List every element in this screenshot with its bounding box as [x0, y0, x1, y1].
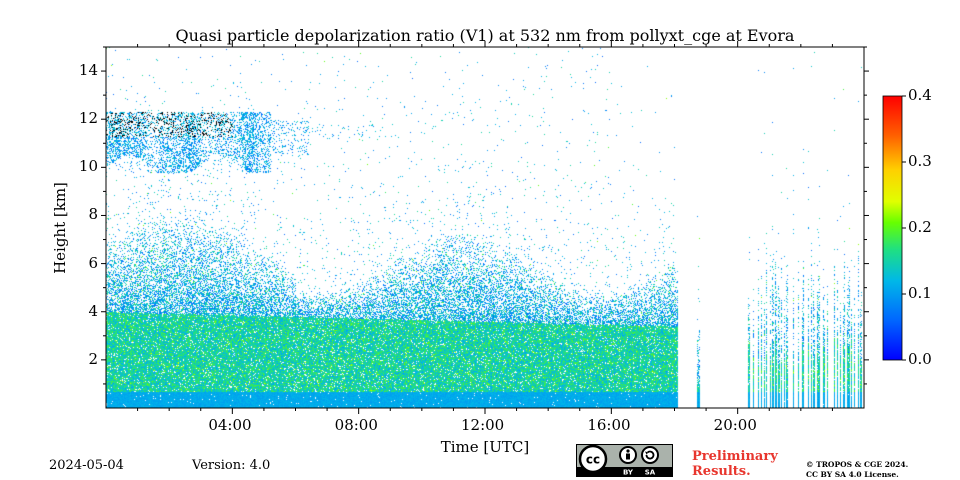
preliminary-line-1: Preliminary — [692, 449, 778, 464]
preliminary-line-2: Results. — [692, 464, 751, 479]
y-tick-label: 12 — [78, 109, 98, 128]
copyright-line-2: CC BY SA 4.0 License. — [806, 470, 899, 479]
heatmap-data-layer — [106, 47, 864, 408]
y-tick-label: 14 — [78, 61, 98, 80]
y-tick-label: 10 — [78, 157, 98, 176]
share-alike-icon — [641, 446, 659, 464]
colorbar-tick-label: 0.2 — [908, 218, 932, 236]
cc-icon — [578, 444, 608, 474]
axis-tick-marks — [101, 41, 906, 414]
copyright-line-1: © TROPOS & CGE 2024. — [806, 460, 909, 469]
cc-icon-text: cc — [586, 453, 600, 467]
preliminary-results-note: Preliminary Results. — [692, 449, 778, 479]
colorbar-tick-label: 0.4 — [908, 86, 932, 104]
x-tick-label: 08:00 — [334, 416, 378, 434]
y-tick-label: 8 — [88, 205, 98, 224]
x-tick-label: 12:00 — [461, 416, 505, 434]
y-tick-label: 6 — [88, 253, 98, 272]
x-tick-label: 20:00 — [713, 416, 757, 434]
date-label: 2024-05-04 — [49, 458, 124, 473]
cc-license-badge: cc BY SA — [576, 444, 673, 477]
colorbar — [882, 95, 903, 361]
y-axis-label: Height [km] — [51, 182, 69, 274]
heatmap-canvas — [106, 47, 864, 408]
x-axis-label: Time [UTC] — [440, 438, 530, 456]
copyright-note: © TROPOS & CGE 2024. CC BY SA 4.0 Licens… — [806, 460, 908, 480]
colorbar-tick-label: 0.3 — [908, 152, 932, 170]
x-tick-label: 04:00 — [208, 416, 252, 434]
y-tick-label: 4 — [88, 301, 98, 320]
by-text: BY — [623, 469, 634, 477]
colorbar-tick-label: 0.1 — [908, 284, 932, 302]
sa-text: SA — [645, 469, 656, 477]
x-tick-label: 16:00 — [587, 416, 631, 434]
chart-title: Quasi particle depolarization ratio (V1)… — [175, 26, 795, 45]
version-label: Version: 4.0 — [192, 458, 271, 473]
heatmap-raster — [106, 47, 864, 408]
y-tick-label: 2 — [88, 349, 98, 368]
colorbar-tick-label: 0.0 — [908, 350, 932, 368]
